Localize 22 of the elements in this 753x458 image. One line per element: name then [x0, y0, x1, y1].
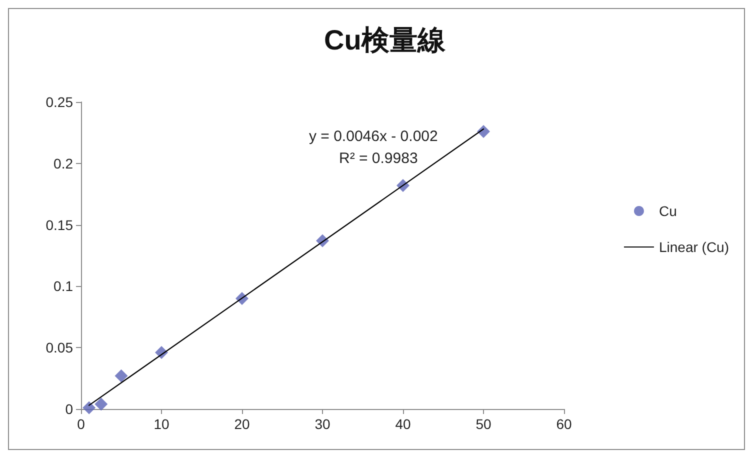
x-tick-label: 50	[476, 416, 492, 432]
x-tick-label: 0	[77, 416, 86, 432]
y-tick-label: 0	[65, 401, 74, 417]
x-tick-label: 10	[154, 416, 170, 432]
point	[477, 124, 490, 138]
y-tick-label: 0.05	[46, 340, 74, 356]
legend-label: Cu	[658, 203, 677, 219]
y-tick-label: 0.25	[46, 94, 74, 110]
x-tick-label: 60	[556, 416, 572, 432]
point	[114, 369, 128, 382]
x-tick-label: 30	[314, 416, 330, 432]
chart-title: Cu検量線	[324, 24, 446, 56]
y-tick-label: 0.2	[54, 155, 74, 172]
annotation: y = 0.0046x - 0.002	[309, 128, 438, 145]
x-tick-label: 20	[234, 416, 250, 432]
y-tick-label: 0.15	[46, 216, 74, 233]
annotation: R² = 0.9983	[339, 150, 418, 167]
y-tick-label: 0.1	[54, 278, 74, 294]
legend-label: Linear (Cu)	[658, 239, 730, 255]
point	[82, 401, 96, 414]
point	[94, 398, 108, 411]
x-tick-label: 40	[395, 416, 411, 432]
